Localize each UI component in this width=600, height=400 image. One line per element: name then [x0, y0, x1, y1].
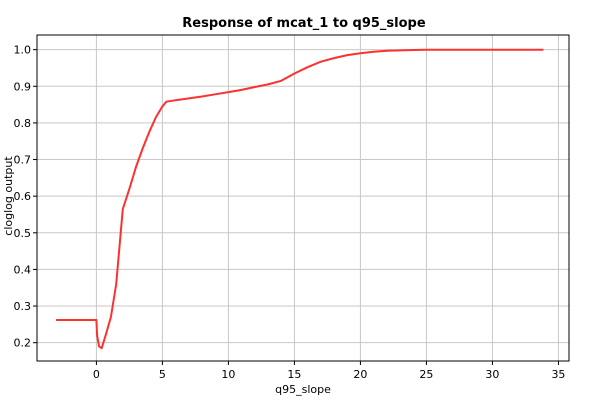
x-axis: 0 5 10 15 20 25 30 35 [93, 361, 565, 381]
y-tick-label: 0.3 [14, 300, 32, 313]
y-tick-label: 0.8 [14, 117, 32, 130]
y-axis: 0.2 0.3 0.4 0.5 0.6 0.7 0.8 0.9 1.0 [14, 44, 37, 350]
y-tick-label: 0.7 [14, 154, 32, 167]
y-tick-label: 0.9 [14, 80, 32, 93]
y-tick-label: 1.0 [14, 44, 32, 57]
x-tick-label: 30 [485, 368, 499, 381]
x-tick-label: 5 [159, 368, 166, 381]
series-line [55, 48, 544, 350]
grid [37, 35, 569, 361]
x-tick-label: 20 [353, 368, 367, 381]
x-tick-label: 15 [287, 368, 301, 381]
x-tick-label: 10 [221, 368, 235, 381]
y-tick-label: 0.4 [14, 263, 32, 276]
y-tick-label: 0.6 [14, 190, 32, 203]
x-tick-label: 25 [419, 368, 433, 381]
y-tick-label: 0.2 [14, 337, 32, 350]
x-tick-label: 35 [551, 368, 565, 381]
x-axis-label: q95_slope [275, 383, 331, 396]
y-tick-label: 0.5 [14, 227, 32, 240]
y-axis-label: cloglog output [2, 156, 15, 236]
x-tick-label: 0 [93, 368, 100, 381]
series-layer [55, 48, 544, 350]
chart-title: Response of mcat_1 to q95_slope [182, 16, 426, 31]
plot-area-border [36, 34, 570, 362]
